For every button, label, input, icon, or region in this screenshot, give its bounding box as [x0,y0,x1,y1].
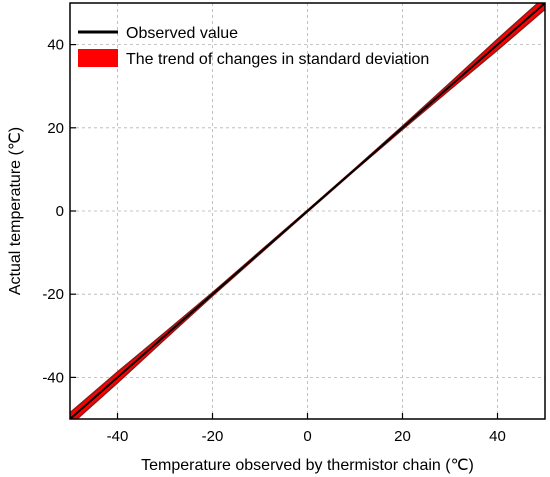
x-tick-label: 0 [303,428,311,445]
y-tick-label: 20 [47,120,64,137]
y-tick-label: 40 [47,37,64,54]
x-tick-label: -40 [107,428,129,445]
grid [70,3,545,419]
x-tick-label: 20 [394,428,411,445]
observed-line-layer [70,3,545,419]
legend-label-observed: Observed value [126,25,238,42]
x-tick-label: -20 [202,428,224,445]
y-tick-label: 0 [56,203,64,220]
legend-band-swatch [78,49,118,67]
x-tick-label: 40 [489,428,506,445]
observed-value-line [70,3,545,419]
x-axis-title: Temperature observed by thermistor chain… [141,457,474,474]
axis-ticks: -40 -20 0 20 40 -40 -20 0 20 40 [42,37,506,445]
y-tick-label: -20 [42,286,64,303]
legend-label-std-dev: The trend of changes in standard deviati… [126,51,429,68]
y-tick-label: -40 [42,369,64,386]
legend: Observed value The trend of changes in s… [78,25,429,68]
y-axis-title: Actual temperature (℃) [7,127,24,295]
